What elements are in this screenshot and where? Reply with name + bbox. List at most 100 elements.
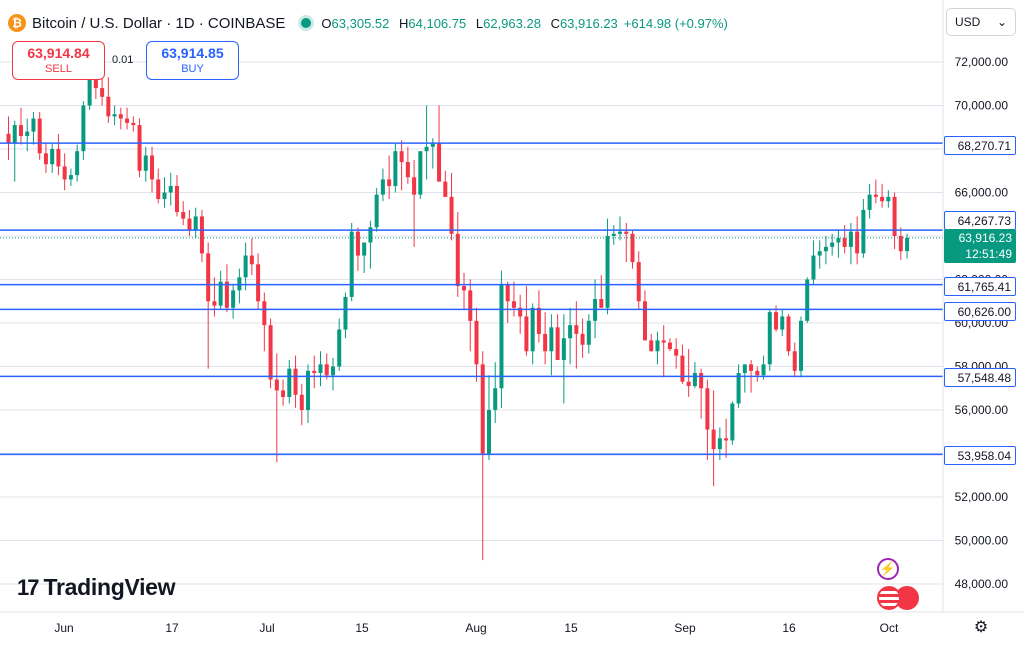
candle-body — [680, 355, 685, 382]
candle-body — [68, 175, 73, 180]
level-label-2[interactable]: 64,267.73 — [944, 211, 1016, 230]
candle-body — [25, 131, 30, 136]
tradingview-wordmark: TradingView — [43, 574, 176, 600]
candle-body — [667, 342, 672, 350]
candle-body — [511, 301, 516, 308]
candle-body — [823, 246, 828, 252]
candle-body — [873, 194, 878, 197]
time-axis: Jun 17 Jul 15 Aug 15 Sep 16 Oct — [54, 621, 899, 635]
candle-body — [618, 231, 623, 234]
bar-countdown: 12:51:49 — [965, 247, 1012, 261]
candle-body — [256, 264, 261, 302]
candle-body — [699, 373, 704, 389]
candle-body — [861, 209, 866, 254]
candle-body — [524, 316, 529, 352]
lightning-icon[interactable]: ⚡ — [877, 558, 899, 580]
currency-select[interactable]: USD ⌄ — [946, 8, 1016, 36]
level-label-6[interactable]: 53,958.04 — [944, 446, 1016, 465]
tradingview-logo[interactable]: 17 TradingView — [17, 574, 176, 601]
candle-body — [362, 242, 367, 256]
candle-body — [730, 403, 735, 441]
candle-body — [50, 149, 55, 165]
buy-button[interactable]: 63,914.85 BUY — [146, 41, 239, 80]
candle-body — [755, 370, 760, 376]
chevron-down-icon: ⌄ — [996, 15, 1007, 29]
date-tick-label: 16 — [782, 621, 796, 635]
candle-body — [474, 320, 479, 365]
candle-body — [137, 125, 142, 171]
candle-body — [100, 88, 105, 97]
candle-body — [586, 320, 591, 345]
candle-body — [530, 307, 535, 352]
support-resistance-lines — [0, 142, 943, 456]
candle-body — [150, 155, 155, 180]
candle-body — [380, 179, 385, 195]
candle-body — [717, 438, 722, 450]
candle-body — [661, 340, 666, 343]
price-tick-label: 70,000.00 — [955, 99, 1009, 113]
symbol-header: ₿ Bitcoin / U.S. Dollar · 1D · COINBASE … — [8, 10, 728, 36]
candle-body — [218, 281, 223, 306]
symbol-title[interactable]: Bitcoin / U.S. Dollar · 1D · COINBASE — [32, 14, 286, 32]
level-label-1[interactable]: 68,270.71 — [944, 136, 1016, 155]
date-tick-label: 15 — [355, 621, 369, 635]
candle-body — [268, 325, 273, 380]
candle-body — [318, 364, 323, 374]
candle-body — [892, 196, 897, 236]
candle-body — [855, 231, 860, 254]
buy-label: BUY — [181, 63, 204, 75]
candle-body — [705, 388, 710, 430]
candle-body — [549, 327, 554, 352]
candle-body — [568, 325, 573, 339]
candle-body — [486, 410, 491, 454]
candle-body — [231, 290, 236, 308]
candle-body — [31, 118, 36, 132]
candle-body — [368, 227, 373, 243]
candle-body — [18, 125, 23, 136]
gear-icon[interactable]: ⚙ — [973, 619, 989, 636]
candle-body — [131, 122, 136, 126]
candle-body — [443, 181, 448, 197]
candle-body — [430, 142, 435, 147]
candle-body — [387, 179, 392, 186]
candle-body — [449, 196, 454, 234]
date-tick-label: Jul — [259, 621, 274, 635]
market-open-icon — [301, 18, 312, 28]
candle-body — [143, 155, 148, 171]
candle-body — [118, 114, 123, 119]
candle-body — [262, 301, 267, 326]
candle-body — [736, 373, 741, 404]
candle-body — [536, 307, 541, 334]
price-tick-label: 56,000.00 — [955, 403, 1009, 417]
candle-body — [162, 192, 167, 200]
candle-body — [798, 320, 803, 371]
candle-body — [81, 105, 86, 152]
level-label-3[interactable]: 61,765.41 — [944, 277, 1016, 296]
candle-body — [243, 255, 248, 278]
price-tick-label: 52,000.00 — [955, 490, 1009, 504]
candle-body — [767, 312, 772, 365]
candle-body — [655, 340, 660, 352]
sell-label: SELL — [45, 63, 72, 75]
candle-body — [93, 79, 98, 89]
candle-body — [848, 231, 853, 247]
date-tick-label: 15 — [564, 621, 578, 635]
level-label-5[interactable]: 57,548.48 — [944, 368, 1016, 387]
candle-body — [905, 237, 910, 252]
candle-body — [324, 364, 329, 376]
sell-button[interactable]: 63,914.84 SELL — [12, 41, 105, 80]
ohlc-values: O63,305.52 H64,106.75 L62,963.28 C63,916… — [321, 15, 618, 31]
us-flag-icon[interactable] — [877, 586, 901, 610]
sell-price: 63,914.84 — [27, 45, 90, 61]
level-label-4[interactable]: 60,626.00 — [944, 302, 1016, 321]
candle-body — [187, 218, 192, 230]
candle-body — [674, 349, 679, 356]
candle-body — [374, 194, 379, 228]
candle-body — [6, 133, 11, 143]
candle-body — [817, 251, 822, 256]
candle-body — [561, 338, 566, 360]
current-price: 63,916.23 — [958, 231, 1012, 245]
candle-body — [761, 364, 766, 376]
candle-body — [792, 351, 797, 371]
